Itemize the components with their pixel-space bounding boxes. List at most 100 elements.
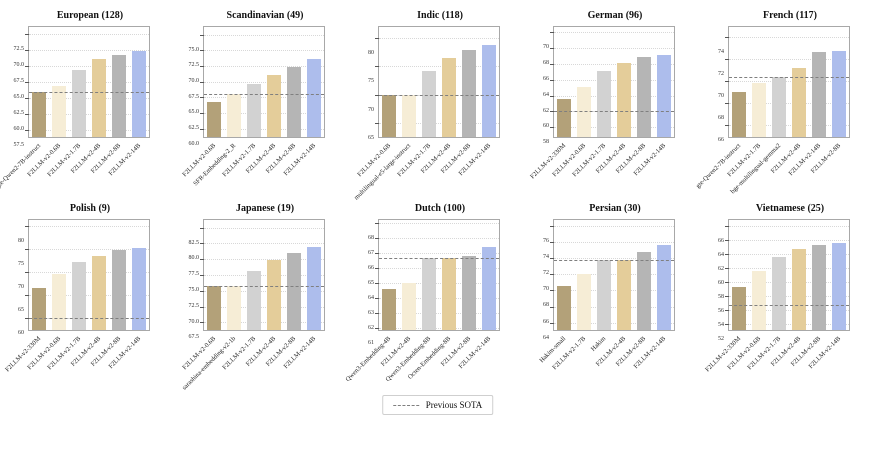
bar-F2LLM-v2-330M <box>732 286 746 330</box>
y-tick-mark <box>550 290 554 292</box>
previous-sota-line <box>379 257 499 259</box>
gridline <box>554 225 674 227</box>
gridline <box>379 223 499 224</box>
y-tick-mark <box>725 282 729 284</box>
y-tick-label: 72.5 <box>188 302 200 309</box>
bar-gte-Qwen2-7B-instruct <box>732 91 746 137</box>
gridline <box>379 253 499 255</box>
y-axis: 60 65 70 75 80 <box>2 219 26 336</box>
y-tick-label: 66 <box>718 238 724 245</box>
y-tick-mark <box>200 275 204 276</box>
y-tick-mark <box>375 38 379 40</box>
y-tick-label: 74 <box>543 253 549 260</box>
y-tick-mark <box>725 124 729 126</box>
y-tick-label: 54 <box>718 322 724 329</box>
gridline <box>29 50 149 52</box>
plot-area-wrap <box>25 219 150 331</box>
bar-F2LLM-v2-0.6B <box>752 271 766 330</box>
y-tick-mark <box>200 259 204 261</box>
y-tick-mark <box>375 66 379 68</box>
y-tick-label: 74 <box>718 48 724 55</box>
gridline <box>554 79 674 81</box>
gridline <box>554 274 674 276</box>
y-tick-mark <box>200 97 204 99</box>
y-tick-label: 70 <box>543 43 549 50</box>
y-tick-label: 64 <box>718 252 724 259</box>
bar-F2LLM-v2-330M <box>32 287 46 330</box>
y-tick-mark <box>550 127 554 129</box>
y-tick-label: 70.0 <box>188 318 200 325</box>
previous-sota-line <box>204 94 324 96</box>
bar-bge-multilingual-gemma2 <box>772 76 786 137</box>
gridline <box>29 225 149 227</box>
bar-F2LLM-v2-14B <box>482 247 496 330</box>
gridline <box>729 240 849 242</box>
bar-F2LLM-v2-14B <box>482 44 496 137</box>
bar-F2LLM-v2-4B <box>617 260 631 330</box>
gridline <box>554 63 674 65</box>
y-tick-mark <box>725 226 729 228</box>
gridline <box>29 82 149 83</box>
subplot-persian: Persian (30) 64 66 68 70 72 74 76 Hakim-small F2L… <box>527 203 702 396</box>
y-tick-label: 75.0 <box>188 287 200 293</box>
bar-F2LLM-v2-14B <box>657 245 671 330</box>
y-tick-mark <box>375 122 379 124</box>
y-tick-label: 64 <box>368 295 374 302</box>
gridline <box>204 227 324 229</box>
bar-F2LLM-v2-4B <box>402 282 416 330</box>
gridline <box>554 290 674 292</box>
bar-F2LLM-v2-8B <box>637 252 651 330</box>
gridline <box>204 243 324 245</box>
plot-area-wrap <box>200 26 325 138</box>
bar-F2LLM-v2-0.6B <box>52 273 66 330</box>
y-tick-mark <box>725 324 729 326</box>
gridline <box>554 306 674 308</box>
previous-sota-line <box>729 76 849 78</box>
bar-F2LLM-v2-8B <box>832 51 846 137</box>
bar-F2LLM-v2-8B <box>462 256 476 330</box>
bar-F2LLM-v2-1.7B <box>72 69 86 137</box>
gridline <box>29 129 149 131</box>
y-tick-label: 60 <box>543 123 549 130</box>
gridline <box>729 310 849 312</box>
plot-area <box>200 219 325 331</box>
bar-F2LLM-v2-14B <box>307 247 321 330</box>
bar-F2LLM-v2-1.7B <box>422 71 436 137</box>
y-tick-label: 58 <box>543 139 549 146</box>
y-tick-label: 80 <box>18 237 24 244</box>
bar-F2LLM-v2-1.7B <box>247 83 261 137</box>
x-axis-labels: Hakim-small F2LLM-v2-1.7B Hakim F2LLM-v2-4B… <box>538 333 675 395</box>
dashed-line-icon <box>392 404 419 406</box>
gridline <box>729 282 849 284</box>
gridline <box>379 38 499 40</box>
y-tick-label: 70 <box>368 106 374 113</box>
y-axis: 57.5 60.0 62.5 65.0 67.5 70.0 72.5 <box>2 26 26 148</box>
y-tick-mark <box>550 225 554 227</box>
gridline <box>729 268 849 270</box>
y-tick-mark <box>25 317 29 319</box>
y-tick-label: 68 <box>543 59 549 66</box>
bar-gte-Qwen2-7B-instruct <box>32 91 46 137</box>
y-tick-mark <box>550 79 554 81</box>
y-tick-label: 64 <box>543 91 549 98</box>
gridline <box>554 241 674 243</box>
y-tick-mark <box>375 283 379 285</box>
gridline <box>379 313 499 315</box>
bar-Hakim-small <box>557 286 571 330</box>
y-axis: 67.5 70.0 72.5 75.0 77.5 80.0 82.5 <box>177 219 201 341</box>
benchmark-figure-grid: European (128) 57.5 60.0 62.5 65.0 67.5 70.0 72… <box>0 10 875 396</box>
gridline <box>204 65 324 67</box>
gridline <box>729 324 849 326</box>
bar-F2LLM-v2-8B <box>637 57 651 137</box>
gridline <box>204 128 324 130</box>
y-tick-mark <box>725 58 729 60</box>
bar-Qwen3-Embedding-8B <box>422 258 436 330</box>
y-tick-label: 62 <box>543 107 549 114</box>
y-tick-label: 75 <box>368 78 374 85</box>
bar-F2LLM-v2-4B <box>617 62 631 137</box>
y-tick-mark <box>375 94 379 96</box>
plot-area-wrap <box>725 219 850 331</box>
subplot-french: French (117) 66 68 70 72 74 gte-Qwen2-7B-instr… <box>695 10 875 203</box>
bar-F2LLM-v2-14B <box>132 247 146 330</box>
legend-label: Previous SOTA <box>425 400 483 410</box>
